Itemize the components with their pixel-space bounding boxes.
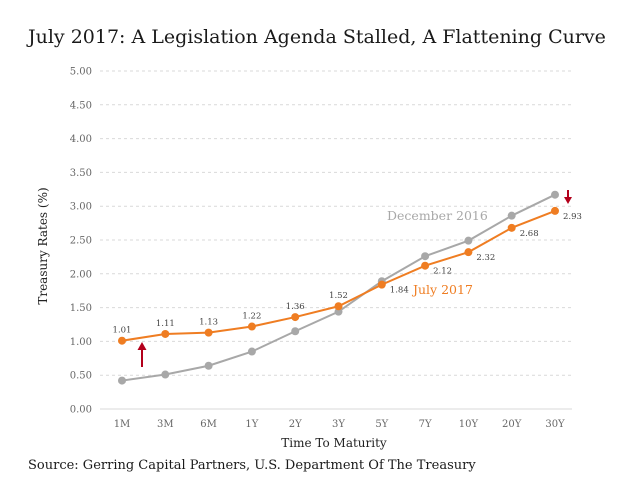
data-point-july-2017 bbox=[377, 280, 386, 289]
y-axis-ticks: 0.00 0.50 1.00 1.50 2.00 2.50 3.00 3.50 4.00 4.50… bbox=[70, 67, 92, 416]
x-axis-ticks: 1M 3M 6M 1Y 2Y 3Y 5Y 7Y 10Y 20Y 30Y bbox=[114, 419, 565, 430]
data-label: 1.11 bbox=[156, 319, 175, 329]
y-tick-label: 1.00 bbox=[70, 337, 92, 348]
data-labels: 1.01 1.11 1.13 1.22 1.36 1.52 1.84 2.12 2.32 2.68… bbox=[113, 212, 582, 336]
data-label: 2.93 bbox=[563, 212, 582, 222]
y-tick-label: 4.00 bbox=[70, 134, 92, 145]
data-point-july-2017 bbox=[118, 336, 126, 345]
y-tick-label: 3.50 bbox=[70, 168, 92, 179]
x-tick-label: 6M bbox=[200, 419, 217, 430]
y-tick-label: 1.50 bbox=[70, 303, 92, 314]
data-point-december-2016 bbox=[421, 252, 430, 261]
x-tick-label: 3Y bbox=[332, 419, 345, 430]
y-axis-title: Treasury Rates (%) bbox=[36, 187, 50, 304]
data-point-december-2016 bbox=[247, 347, 256, 356]
data-label: 1.84 bbox=[390, 286, 409, 296]
data-point-july-2017 bbox=[421, 261, 430, 270]
y-tick-label: 5.00 bbox=[70, 67, 92, 78]
data-point-december-2016 bbox=[161, 370, 170, 379]
y-tick-label: 3.00 bbox=[70, 202, 92, 213]
y-tick-label: 2.00 bbox=[70, 269, 92, 280]
x-tick-label: 20Y bbox=[502, 419, 522, 430]
chart-title: July 2017: A Legislation Agenda Stalled,… bbox=[28, 26, 606, 48]
series-layer bbox=[118, 190, 559, 385]
data-point-july-2017 bbox=[204, 328, 213, 337]
source-note: Source: Gerring Capital Partners, U.S. D… bbox=[28, 458, 476, 473]
x-axis-title: Time To Maturity bbox=[281, 436, 387, 450]
y-tick-label: 2.50 bbox=[70, 236, 92, 247]
data-label: 1.13 bbox=[199, 318, 218, 328]
series-label-july-2017: July 2017 bbox=[411, 282, 473, 297]
data-label: 2.12 bbox=[433, 267, 452, 277]
y-tick-label: 0.00 bbox=[70, 405, 92, 416]
data-label: 1.22 bbox=[242, 312, 261, 322]
x-tick-label: 10Y bbox=[459, 419, 479, 430]
data-point-december-2016 bbox=[118, 376, 126, 385]
y-tick-label: 4.50 bbox=[70, 100, 92, 111]
series-line-july-2017 bbox=[121, 210, 556, 342]
data-label: 1.52 bbox=[329, 291, 348, 301]
data-label: 1.36 bbox=[286, 302, 305, 312]
data-label: 1.01 bbox=[113, 326, 132, 336]
arrow-up-icon bbox=[137, 342, 147, 350]
data-point-december-2016 bbox=[464, 236, 473, 245]
data-point-december-2016 bbox=[551, 190, 559, 199]
data-point-july-2017 bbox=[247, 322, 256, 331]
data-point-december-2016 bbox=[204, 361, 213, 370]
data-point-july-2017 bbox=[507, 223, 516, 232]
gridlines bbox=[100, 70, 572, 410]
x-tick-label: 3M bbox=[157, 419, 174, 430]
data-label: 2.68 bbox=[520, 229, 539, 239]
data-point-december-2016 bbox=[507, 211, 516, 220]
data-point-july-2017 bbox=[464, 248, 473, 257]
x-tick-label: 1Y bbox=[245, 419, 258, 430]
data-point-december-2016 bbox=[291, 327, 300, 336]
annotations bbox=[137, 190, 572, 367]
data-point-july-2017 bbox=[551, 206, 559, 215]
y-tick-label: 0.50 bbox=[70, 371, 92, 382]
arrow-down-icon bbox=[564, 197, 572, 204]
data-label: 2.32 bbox=[476, 253, 495, 263]
x-tick-label: 5Y bbox=[375, 419, 388, 430]
data-point-july-2017 bbox=[291, 313, 300, 322]
data-point-july-2017 bbox=[334, 302, 343, 311]
x-tick-label: 30Y bbox=[545, 419, 565, 430]
series-line-december-2016 bbox=[121, 193, 556, 382]
x-tick-label: 2Y bbox=[289, 419, 302, 430]
x-tick-label: 1M bbox=[114, 419, 131, 430]
x-tick-label: 7Y bbox=[419, 419, 432, 430]
series-label-december-2016: December 2016 bbox=[387, 208, 488, 223]
data-point-july-2017 bbox=[161, 329, 170, 338]
